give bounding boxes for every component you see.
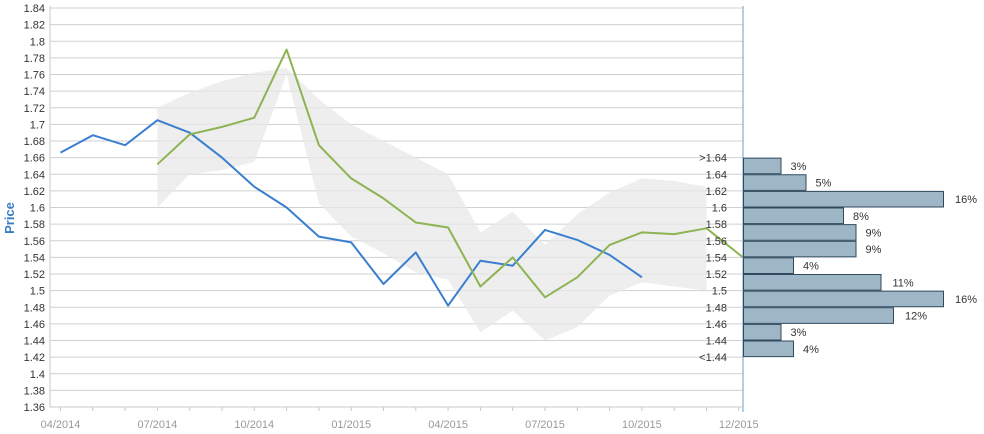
histogram-bar [743,157,782,175]
price-distribution-histogram: 3% 5% 16% 8% 9% 9% 4% 11% 16% 12% 3% 4% >1.64 1.64 1.6… [699,153,977,365]
histogram-category-label: 1.46 [706,319,727,331]
y-tick-label: 1.42 [24,352,45,364]
histogram-bar-label: 3% [791,161,807,173]
histogram-bar-label: 4% [803,261,819,273]
series-line-1 [60,119,643,307]
histogram-category-label: 1.6 [712,203,727,215]
histogram-bar [743,190,944,208]
x-tick-label: 10/2014 [234,419,274,431]
x-tick-label: 01/2015 [331,419,371,431]
histogram-category-label: 1.52 [706,269,727,281]
y-tick-label: 1.52 [24,269,45,281]
y-tick-label: 1.64 [24,169,45,181]
x-tick-label: 04/2014 [41,419,81,431]
histogram-category-label: 1.5 [712,286,727,298]
y-axis-label: Price [2,202,17,234]
y-tick-label: 1.78 [24,53,45,65]
y-tick-label: 1.8 [30,36,45,48]
series-line-2 [156,48,707,299]
histogram-bar [743,340,794,358]
histogram-bar [743,240,857,258]
y-tick-label: 1.84 [24,3,45,15]
x-tick-label: 12/2015 [719,419,759,431]
y-tick-label: 1.6 [30,203,45,215]
y-tick-label: 1.76 [24,70,45,82]
y-tick-label: 1.44 [24,336,45,348]
y-tick-label: 1.74 [24,86,45,98]
y-tick-label: 1.56 [24,236,45,248]
histogram-bar [743,307,894,324]
x-tick-label: 04/2015 [428,419,468,431]
y-axis-ticks: 1.36 1.38 1.4 1.42 1.44 1.46 1.48 1.5 1.52 1.54 1.… [24,3,45,414]
y-tick-label: 1.48 [24,302,45,314]
histogram-category-label: 1.62 [706,186,727,198]
histogram-category-label: 1.44 [706,336,727,348]
histogram-bar [743,323,782,341]
histogram-category-label: 1.56 [706,236,727,248]
y-tick-label: 1.58 [24,219,45,231]
histogram-category-label: 1.64 [706,169,727,181]
y-tick-label: 1.46 [24,319,45,331]
histogram-category-label: <1.44 [699,352,727,364]
histogram-bar-label: 11% [893,277,914,289]
x-tick-label: 07/2015 [525,419,565,431]
y-tick-label: 1.54 [24,252,45,264]
histogram-bar-label: 8% [853,211,869,223]
y-tick-label: 1.68 [24,136,45,148]
y-tick-label: 1.7 [30,119,45,131]
histogram-bar [743,290,944,308]
y-tick-label: 1.62 [24,186,45,198]
y-tick-label: 1.4 [30,369,45,381]
histogram-bar-label: 9% [866,244,882,256]
histogram-bar-label: 16% [955,294,977,306]
y-tick-label: 1.82 [24,20,45,32]
histogram-bar-label: 3% [791,327,807,339]
histogram-bar [743,257,794,274]
histogram-bar-label: 4% [803,344,819,356]
histogram-bar-label: 9% [866,227,882,239]
y-tick-label: 1.5 [30,286,45,298]
y-tick-label: 1.36 [24,402,45,414]
forecast-band [157,67,707,341]
histogram-bar-label: 5% [816,178,832,190]
histogram-bar-label: 12% [905,311,927,323]
histogram-bar [743,274,882,291]
histogram-category-label: 1.48 [706,302,727,314]
y-tick-label: 1.72 [24,103,45,115]
y-tick-label: 1.66 [24,153,45,165]
histogram-bar-label: 16% [955,194,977,206]
histogram-category-label: >1.64 [699,153,727,165]
forecast-band-area [157,67,707,341]
histogram-bar [743,207,844,225]
histogram-category-label: 1.58 [706,219,727,231]
histogram-bar [743,224,857,241]
x-tick-label: 07/2014 [138,419,178,431]
y-tick-label: 1.38 [24,385,45,397]
price-lines [60,48,744,307]
series-line-2-tail [705,227,744,259]
histogram-category-label: 1.54 [706,252,727,264]
x-axis-ticks: 04/2014 07/2014 10/2014 01/2015 04/2015 07/20… [41,407,759,431]
histogram-bar [743,174,807,191]
x-tick-label: 10/2015 [622,419,662,431]
